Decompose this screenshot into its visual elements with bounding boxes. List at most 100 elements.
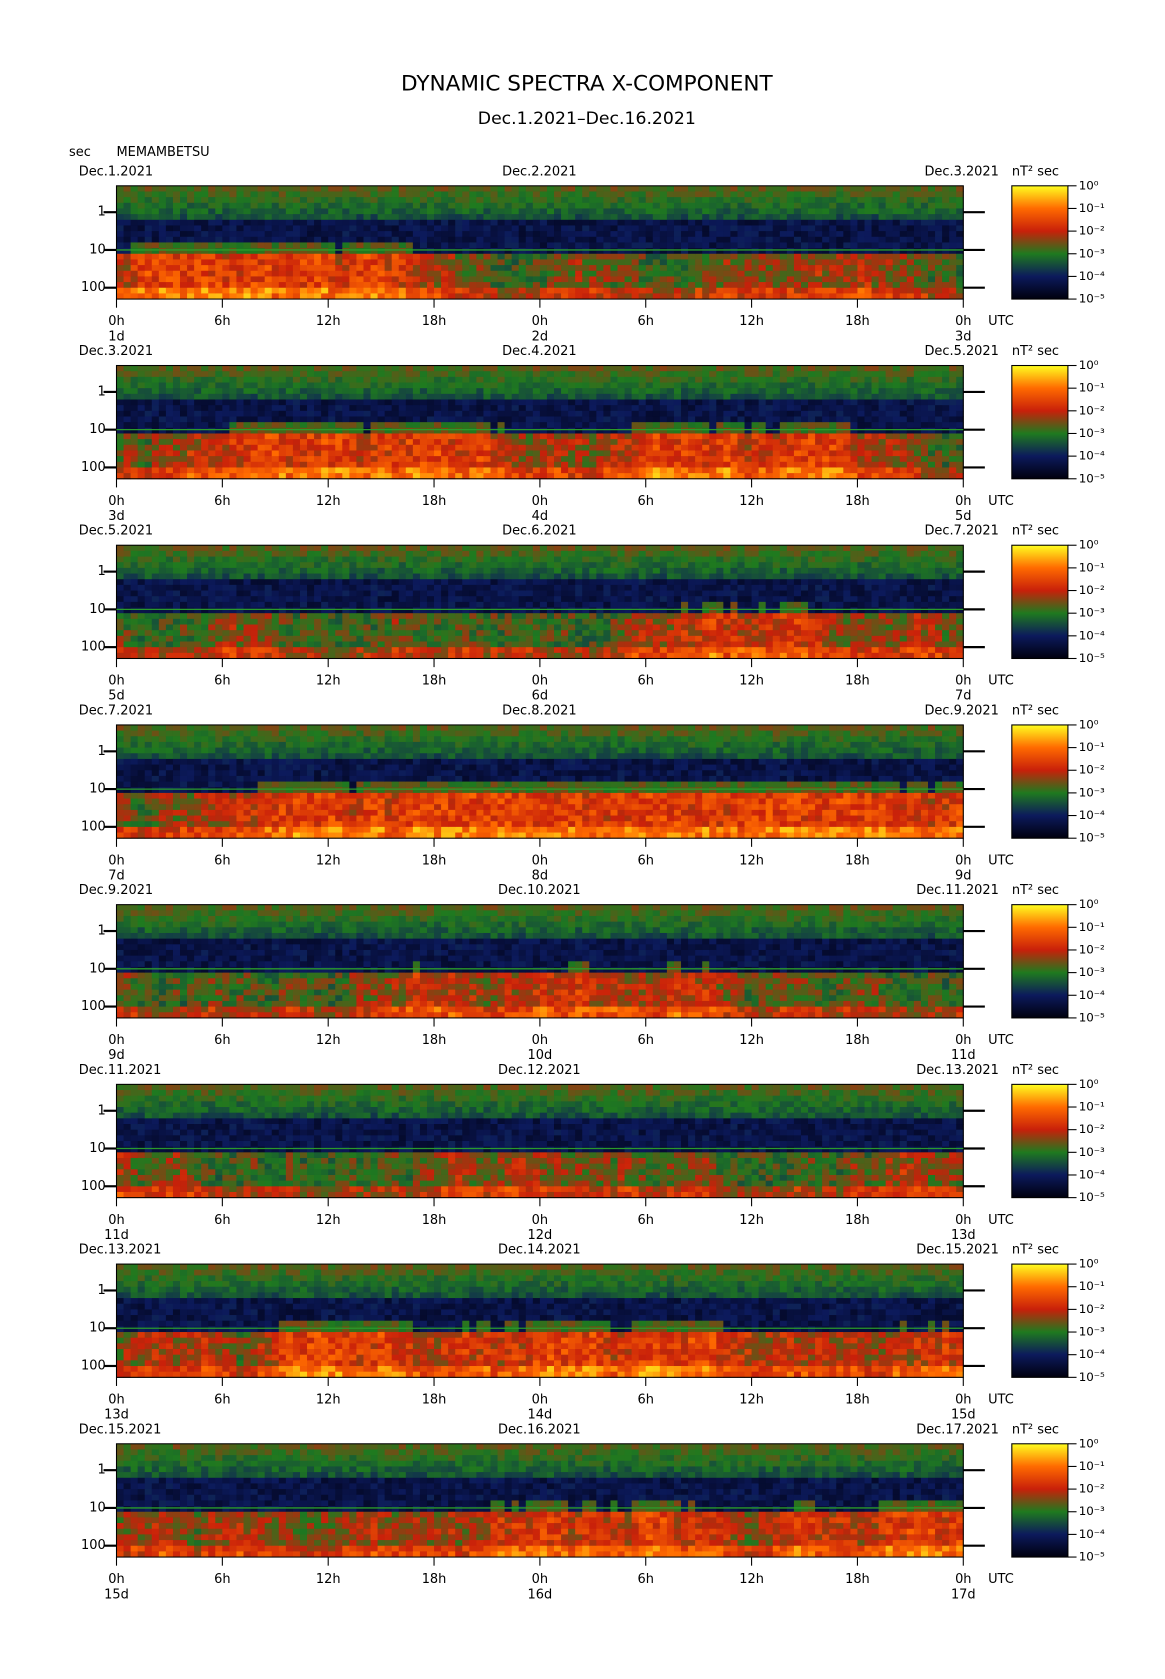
spectrum-cell — [377, 371, 386, 378]
spectrum-cell — [913, 467, 922, 474]
spectrum-cell — [412, 231, 421, 238]
spectrum-cell — [836, 427, 844, 434]
spectrum-cell — [151, 282, 160, 289]
spectrum-cell — [864, 225, 872, 232]
spectrum-cell — [808, 467, 816, 474]
spectrum-cell — [236, 242, 244, 249]
spectrum-cell — [250, 253, 259, 260]
spectrum-cell — [250, 197, 259, 204]
spectrum-cell — [702, 231, 710, 238]
spectrum-cell — [144, 422, 153, 429]
spectrum-cell — [243, 467, 252, 474]
spectrum-cell — [285, 236, 294, 243]
spectrum-cell — [278, 225, 287, 232]
spectrum-cell — [546, 242, 555, 249]
spectrum-cell — [123, 236, 132, 243]
spectrum-cell — [335, 427, 343, 434]
spectrum-cell — [681, 259, 689, 266]
spectrum-cell — [850, 371, 858, 378]
spectrum-cell — [892, 202, 901, 209]
spectrum-cell — [292, 456, 301, 463]
spectrum-cell — [659, 467, 668, 474]
spectrum-cell — [737, 248, 745, 255]
spectrum-cell — [187, 365, 195, 372]
spectrum-cell — [554, 270, 562, 277]
spectrum-cell — [596, 276, 604, 283]
spectrum-cell — [455, 219, 463, 226]
spectrum-cell — [695, 365, 703, 372]
spectrum-cell — [857, 427, 865, 434]
spectrum-cell — [878, 393, 887, 400]
spectrum-cell — [243, 439, 252, 446]
spectrum-cell — [363, 405, 371, 412]
spectrum-cell — [913, 293, 922, 300]
spectrum-cell — [356, 276, 364, 283]
spectrum-cell — [956, 439, 964, 446]
spectrum-cell — [645, 376, 654, 383]
spectrum-cell — [271, 450, 280, 457]
spectrum-cell — [116, 202, 124, 209]
spectrum-cell — [659, 265, 668, 272]
spectrum-cell — [130, 590, 139, 597]
spectrum-cell — [949, 191, 957, 198]
spectrum-cell — [187, 265, 195, 272]
spectrum-cell — [688, 214, 696, 221]
spectrum-cell — [906, 388, 915, 395]
spectrum-cell — [546, 191, 555, 198]
spectrum-cell — [511, 259, 520, 266]
spectrum-cell — [864, 248, 872, 255]
spectrum-cell — [532, 282, 541, 289]
spectrum-cell — [702, 416, 710, 423]
spectrum-cell — [455, 282, 463, 289]
spectrum-cell — [582, 388, 590, 395]
spectrum-cell — [920, 433, 929, 440]
spectrum-cell — [702, 293, 710, 300]
spectrum-cell — [137, 635, 146, 642]
spectrum-cell — [243, 282, 252, 289]
spectrum-cell — [490, 450, 498, 457]
spectrum-cell — [554, 371, 562, 378]
spectrum-cell — [222, 393, 230, 400]
spectrum-cell — [349, 427, 357, 434]
spectrum-cell — [786, 293, 795, 300]
spectrum-cell — [448, 461, 456, 468]
spectrum-cell — [554, 439, 562, 446]
date-left: Dec.3.2021 — [79, 344, 153, 359]
spectrum-cell — [278, 433, 287, 440]
spectrum-cell — [243, 382, 252, 389]
spectrum-cell — [539, 214, 548, 221]
spectrum-cell — [398, 208, 407, 215]
spectrum-cell — [539, 236, 548, 243]
spectrum-cell — [229, 450, 237, 457]
spectrum-cell — [723, 405, 731, 412]
spectrum-cell — [800, 433, 809, 440]
spectrum-cell — [391, 456, 400, 463]
spectrum-cell — [264, 282, 273, 289]
spectrum-cell — [631, 276, 640, 283]
spectrum-cell — [201, 265, 209, 272]
spectrum-cell — [187, 382, 195, 389]
spectrum-cell — [878, 388, 887, 395]
spectrum-cell — [673, 282, 682, 289]
spectrum-cell — [497, 405, 506, 412]
spectrum-cell — [441, 461, 449, 468]
spectrum-cell — [624, 287, 633, 294]
spectrum-cell — [335, 388, 343, 395]
spectrum-cell — [723, 248, 731, 255]
spectrum-cell — [511, 382, 520, 389]
spectrum-cell — [264, 265, 273, 272]
spectrum-cell — [610, 467, 618, 474]
spectrum-cell — [723, 433, 731, 440]
spectrum-cell — [222, 410, 230, 417]
spectrum-cell — [631, 185, 640, 192]
spectrum-cell — [398, 270, 407, 277]
spectrum-cell — [645, 444, 654, 451]
spectrum-cell — [525, 371, 534, 378]
spectrum-cell — [843, 427, 851, 434]
spectrum-cell — [920, 202, 929, 209]
spectrum-cell — [250, 214, 259, 221]
spectrum-cell — [137, 556, 146, 563]
spectrum-cell — [582, 225, 590, 232]
spectrum-cell — [864, 276, 872, 283]
spectrum-cell — [673, 219, 682, 226]
